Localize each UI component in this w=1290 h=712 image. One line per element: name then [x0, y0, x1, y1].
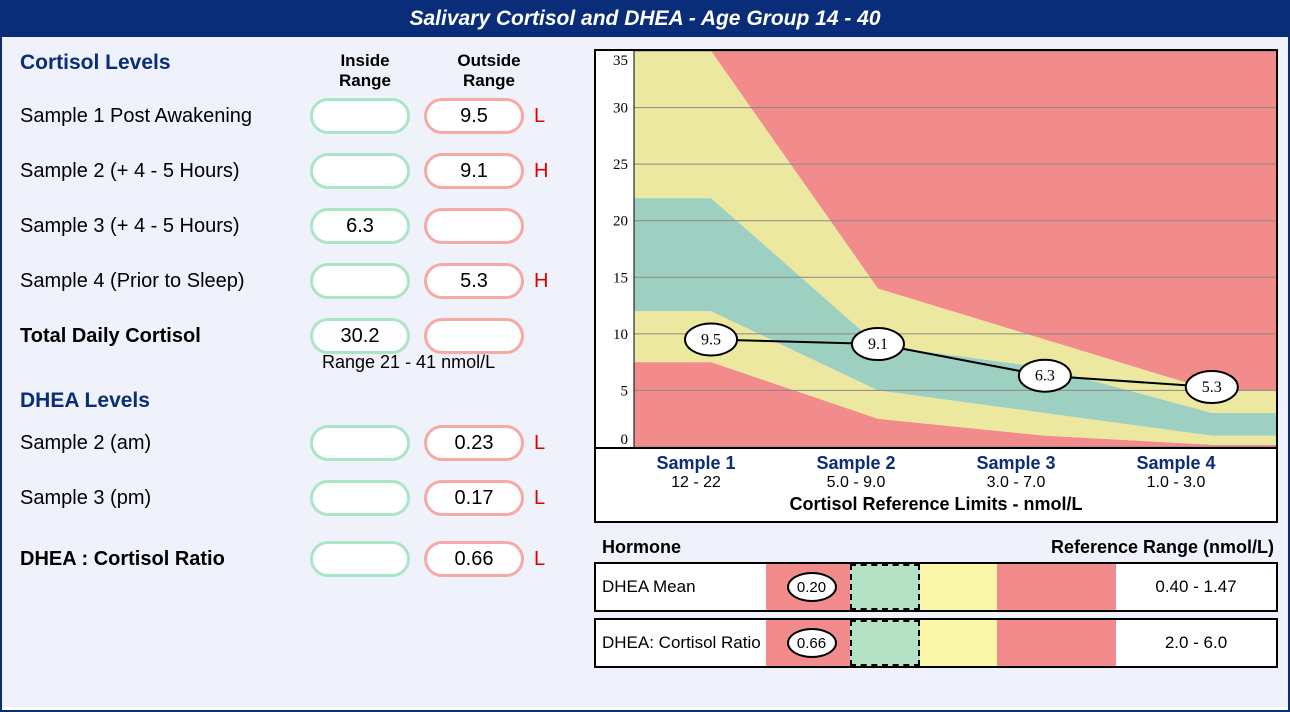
- flag: H: [534, 270, 552, 293]
- total-range-note: Range 21 - 41 nmol/L: [322, 352, 578, 373]
- ytick-label: 30: [613, 101, 628, 117]
- hormone-header-right: Reference Range (nmol/L): [1051, 537, 1274, 558]
- outside-pill: 0.17: [424, 480, 524, 516]
- report-frame: Salivary Cortisol and DHEA - Age Group 1…: [0, 0, 1290, 712]
- xaxis-label: Sample 2: [776, 453, 936, 474]
- inside-pill: [310, 480, 410, 516]
- xaxis-label: Sample 3: [936, 453, 1096, 474]
- inside-pill: 6.3: [310, 208, 410, 244]
- xaxis-title: Cortisol Reference Limits - nmol/L: [606, 494, 1266, 515]
- hormone-header: Hormone Reference Range (nmol/L): [602, 537, 1274, 558]
- outside-pill: 5.3: [424, 263, 524, 299]
- total-outside-pill: [424, 318, 524, 354]
- xaxis-cell: Sample 25.0 - 9.0: [776, 453, 936, 492]
- ytick-label: 25: [613, 157, 628, 173]
- cortisol-row: Sample 2 (+ 4 - 5 Hours) 9.1 H: [20, 153, 578, 189]
- outside-pill: 9.5: [424, 98, 524, 134]
- ytick-label: 10: [613, 327, 628, 343]
- hormone-row: DHEA Mean 0.20 0.40 - 1.47: [594, 562, 1278, 612]
- inside-pill: [310, 153, 410, 189]
- dhea-row: Sample 3 (pm) 0.17 L: [20, 480, 578, 516]
- data-marker-label: 5.3: [1202, 379, 1222, 396]
- outside-pill: [424, 208, 524, 244]
- ytick-label: 35: [613, 53, 628, 69]
- range-segment: [850, 620, 920, 666]
- data-marker-label: 9.1: [868, 336, 888, 353]
- hormone-label: DHEA: Cortisol Ratio: [596, 620, 766, 666]
- hormone-header-left: Hormone: [602, 537, 681, 558]
- range-segment: [997, 564, 1116, 610]
- cortisol-row: Sample 4 (Prior to Sleep) 5.3 H: [20, 263, 578, 299]
- cortisol-row: Sample 1 Post Awakening 9.5 L: [20, 98, 578, 134]
- ratio-outside-pill: 0.66: [424, 541, 524, 577]
- xaxis-label: Sample 4: [1096, 453, 1256, 474]
- cortisol-header-row: Cortisol Levels InsideRange OutsideRange: [20, 51, 578, 90]
- hormone-range: 2.0 - 6.0: [1116, 620, 1276, 666]
- flag: L: [534, 487, 552, 510]
- range-segment: [850, 564, 920, 610]
- flag: L: [534, 432, 552, 455]
- right-column: 05101520253035051015202530359.59.16.35.3…: [588, 37, 1288, 707]
- data-marker-label: 9.5: [701, 332, 721, 349]
- ratio-label: DHEA : Cortisol Ratio: [20, 548, 310, 571]
- data-marker-label: 6.3: [1035, 368, 1055, 385]
- range-segment: [997, 620, 1116, 666]
- outside-pill: 9.1: [424, 153, 524, 189]
- flag: L: [534, 105, 552, 128]
- inside-pill: [310, 263, 410, 299]
- xaxis-range: 1.0 - 3.0: [1096, 474, 1256, 492]
- cortisol-chart: 05101520253035051015202530359.59.16.35.3: [594, 49, 1278, 449]
- cortisol-row: Sample 3 (+ 4 - 5 Hours)6.3: [20, 208, 578, 244]
- total-label: Total Daily Cortisol: [20, 325, 310, 348]
- inside-pill: [310, 98, 410, 134]
- hormone-range: 0.40 - 1.47: [1116, 564, 1276, 610]
- hormone-row: DHEA: Cortisol Ratio 0.66 2.0 - 6.0: [594, 618, 1278, 668]
- xaxis-cell: Sample 33.0 - 7.0: [936, 453, 1096, 492]
- hormone-bar: 0.20: [766, 564, 1116, 610]
- left-column: Cortisol Levels InsideRange OutsideRange…: [2, 37, 588, 707]
- ytick-label: 15: [613, 270, 628, 286]
- ytick-label: 20: [613, 214, 628, 230]
- xaxis-label: Sample 1: [616, 453, 776, 474]
- range-segment: [920, 620, 997, 666]
- header-outside-range: OutsideRange: [434, 51, 544, 90]
- outside-pill: 0.23: [424, 425, 524, 461]
- row-label: Sample 3 (pm): [20, 487, 310, 510]
- hormone-bar: 0.66: [766, 620, 1116, 666]
- hormone-marker: 0.20: [787, 572, 837, 602]
- total-inside-pill: 30.2: [310, 318, 410, 354]
- dhea-row: Sample 2 (am) 0.23 L: [20, 425, 578, 461]
- xaxis-cell: Sample 41.0 - 3.0: [1096, 453, 1256, 492]
- dhea-title: DHEA Levels: [20, 389, 578, 413]
- row-label: Sample 2 (am): [20, 432, 310, 455]
- content: Cortisol Levels InsideRange OutsideRange…: [2, 37, 1288, 707]
- ratio-row: DHEA : Cortisol Ratio 0.66 L: [20, 541, 578, 577]
- ytick-label: 5: [621, 383, 629, 399]
- xaxis-range: 5.0 - 9.0: [776, 474, 936, 492]
- cortisol-title: Cortisol Levels: [20, 51, 310, 78]
- ytick-label: 0: [621, 432, 629, 447]
- xaxis-range: 12 - 22: [616, 474, 776, 492]
- header-inside-range: InsideRange: [310, 51, 420, 90]
- total-daily-cortisol-row: Total Daily Cortisol 30.2: [20, 318, 578, 354]
- xaxis-cell: Sample 112 - 22: [616, 453, 776, 492]
- row-label: Sample 3 (+ 4 - 5 Hours): [20, 215, 310, 238]
- hormone-marker: 0.66: [787, 628, 837, 658]
- chart-xaxis-box: Sample 112 - 22Sample 25.0 - 9.0Sample 3…: [594, 449, 1278, 523]
- hormone-label: DHEA Mean: [596, 564, 766, 610]
- inside-pill: [310, 425, 410, 461]
- row-label: Sample 1 Post Awakening: [20, 105, 310, 128]
- range-segment: [920, 564, 997, 610]
- ratio-flag: L: [534, 548, 552, 571]
- row-label: Sample 4 (Prior to Sleep): [20, 270, 310, 293]
- xaxis-range: 3.0 - 7.0: [936, 474, 1096, 492]
- ratio-inside-pill: [310, 541, 410, 577]
- row-label: Sample 2 (+ 4 - 5 Hours): [20, 160, 310, 183]
- flag: H: [534, 160, 552, 183]
- title-bar: Salivary Cortisol and DHEA - Age Group 1…: [2, 2, 1288, 37]
